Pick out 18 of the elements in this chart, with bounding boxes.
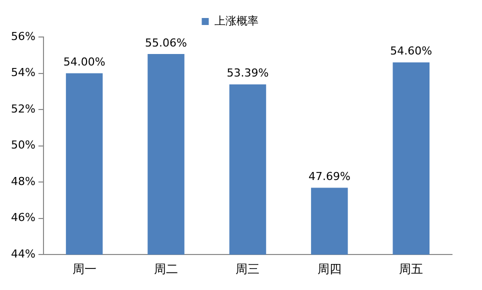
- x-tick-label: 周二: [154, 262, 178, 276]
- legend-label: 上涨概率: [214, 14, 258, 28]
- y-tick-label: 44%: [10, 247, 36, 260]
- x-tick-label: 周三: [236, 262, 260, 276]
- y-tick-label: 50%: [10, 138, 36, 152]
- x-tick-label: 周一: [72, 262, 96, 276]
- y-tick-label: 46%: [10, 211, 36, 224]
- data-label: 54.60%: [390, 44, 432, 58]
- data-label: 53.39%: [226, 66, 269, 80]
- y-tick-label: 48%: [10, 174, 36, 188]
- data-label: 54.00%: [63, 56, 106, 69]
- y-tick-label: 56%: [10, 30, 36, 43]
- y-tick-label: 52%: [10, 102, 36, 116]
- data-label: 47.69%: [308, 170, 350, 184]
- x-tick-label: 周五: [399, 262, 424, 276]
- data-label: 55.06%: [145, 36, 187, 50]
- x-tick-label: 周四: [317, 262, 342, 276]
- y-tick-label: 54%: [10, 66, 36, 80]
